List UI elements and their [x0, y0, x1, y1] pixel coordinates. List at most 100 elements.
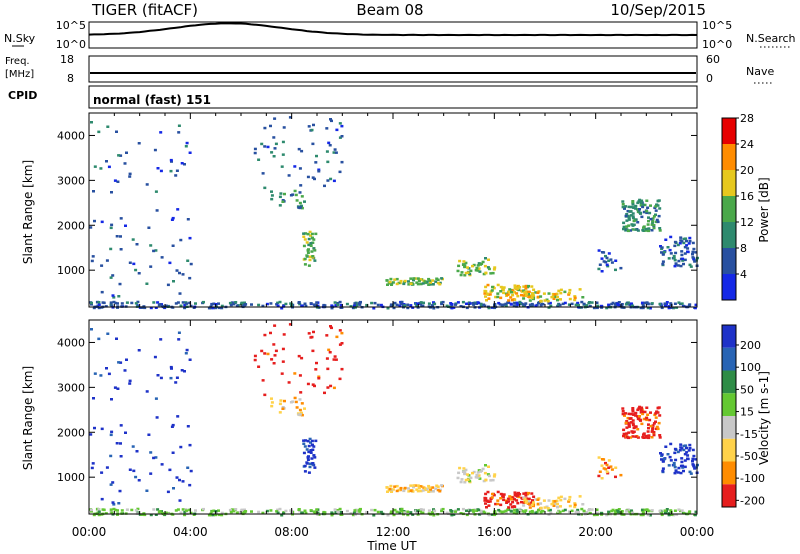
velocity-cell — [181, 480, 185, 483]
power-cell — [308, 255, 312, 258]
velocity-cell — [484, 497, 488, 500]
velocity-cell — [212, 509, 216, 512]
velocity-cell — [628, 417, 632, 420]
power-cell — [391, 281, 395, 284]
power-cell — [484, 285, 488, 289]
velocity-cell — [641, 435, 645, 439]
velocity-cell — [300, 356, 304, 360]
velocity-cell — [385, 486, 389, 489]
velocity-cell — [117, 502, 121, 505]
power-cell — [115, 130, 118, 133]
velocity-cell — [652, 422, 656, 425]
power-cell — [679, 236, 683, 239]
velocity-cell — [554, 502, 558, 505]
power-cell — [339, 303, 343, 307]
velocity-cell — [263, 352, 267, 355]
power-cell — [181, 273, 185, 276]
power-cell — [614, 304, 618, 308]
velocity-cell — [303, 464, 307, 468]
power-cell — [112, 296, 116, 299]
velocity-cell — [482, 479, 486, 483]
power-cell — [639, 204, 643, 207]
power-cell — [422, 301, 425, 305]
power-cell — [691, 256, 695, 259]
velocity-cell — [534, 511, 538, 514]
power-cell — [527, 295, 531, 298]
velocity-cell — [625, 420, 629, 423]
velocity-cell — [379, 510, 383, 514]
velocity-cell — [278, 402, 282, 406]
velocity-cell — [649, 424, 653, 428]
power-cell — [623, 207, 626, 210]
power-cell — [340, 124, 344, 128]
power-cell — [438, 283, 442, 286]
power-cell — [513, 301, 517, 305]
power-cell — [90, 301, 93, 305]
velocity-cell — [125, 358, 128, 361]
velocity-cell — [302, 439, 306, 442]
velocity-cell — [386, 490, 389, 493]
power-cell — [465, 306, 469, 310]
velocity-cell — [312, 445, 316, 448]
power-cell — [414, 302, 418, 306]
velocity-cell — [672, 464, 676, 467]
velocity-cell — [469, 476, 473, 480]
velocity-cell — [153, 355, 157, 359]
power-cell — [573, 295, 577, 298]
velocity-cell — [658, 414, 662, 417]
velocity-ytick-label: 2000 — [57, 426, 85, 439]
power-cell — [647, 219, 650, 223]
power-cell — [555, 292, 559, 296]
power-cell — [511, 293, 515, 297]
velocity-cell — [395, 484, 399, 488]
velocity-cell — [308, 462, 312, 465]
velocity-cell — [675, 513, 679, 516]
power-cell — [536, 295, 540, 299]
velocity-cell — [490, 513, 494, 516]
velocity-cell — [438, 490, 442, 493]
power-cell — [174, 302, 178, 305]
power-cell — [143, 306, 147, 310]
power-cell — [317, 170, 321, 173]
velocity-cell — [645, 416, 649, 420]
power-cell — [387, 282, 391, 285]
velocity-cell — [435, 484, 439, 487]
velocity-cell — [636, 428, 640, 431]
velocity-cell — [257, 365, 261, 368]
power-cell — [522, 303, 526, 306]
velocity-cell — [210, 510, 214, 513]
power-cell — [327, 141, 331, 145]
velocity-cell — [530, 492, 534, 495]
power-cell — [540, 303, 544, 306]
velocity-cell — [313, 384, 316, 388]
velocity-cell — [306, 382, 310, 386]
power-cell — [510, 291, 513, 294]
velocity-cell — [607, 510, 611, 514]
power-cell — [691, 250, 695, 254]
power-cell — [543, 299, 547, 302]
power-cell — [306, 175, 310, 179]
velocity-cell — [558, 510, 562, 514]
velocity-cell — [280, 514, 284, 517]
velocity-cell — [317, 513, 321, 516]
velocity-cell — [450, 510, 454, 513]
velocity-cell — [660, 458, 663, 461]
velocity-cell — [436, 488, 440, 492]
power-cell — [89, 226, 93, 229]
velocity-cell — [673, 447, 677, 451]
power-cell — [119, 235, 122, 238]
velocity-cell — [524, 501, 528, 504]
power-cell — [686, 247, 690, 250]
velocity-cell — [109, 454, 113, 458]
velocity-cell — [692, 465, 696, 468]
power-cell — [416, 277, 420, 280]
velocity-cell — [230, 508, 234, 511]
power-cell — [473, 301, 477, 304]
power-cell — [339, 306, 343, 309]
power-cell — [170, 160, 173, 163]
power-cell — [432, 307, 436, 310]
velocity-cell — [468, 509, 472, 512]
power-cell — [312, 247, 316, 250]
power-cell — [402, 282, 406, 286]
power-cell — [655, 218, 659, 222]
